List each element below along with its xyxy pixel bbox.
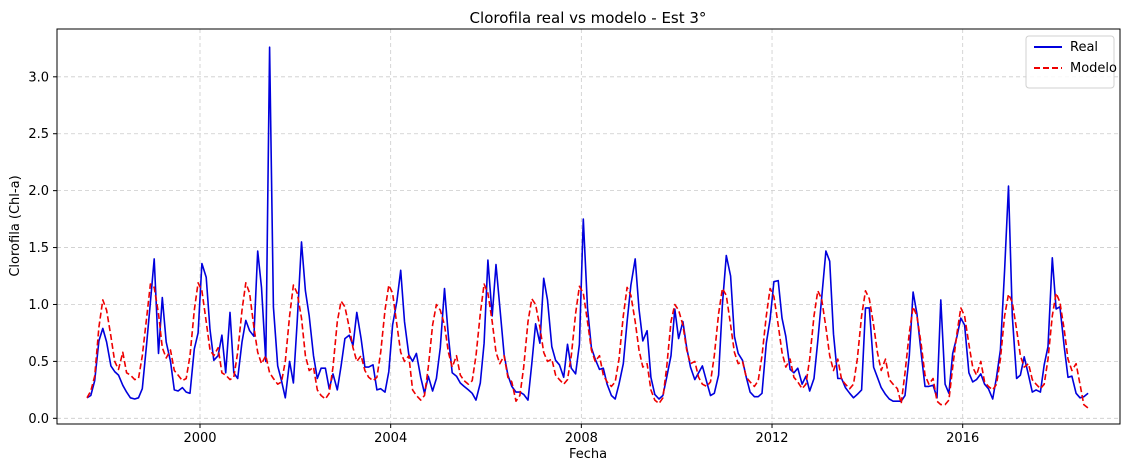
- x-tick-label: 2016: [946, 431, 979, 446]
- series-line-real: [86, 46, 1089, 402]
- legend-label-real: Real: [1070, 40, 1098, 55]
- y-axis-title: Clorofila (Chl-a): [8, 175, 23, 276]
- legend-label-modelo: Modelo: [1070, 61, 1117, 76]
- x-tick-label: 2008: [565, 431, 598, 446]
- plot-frame: [56, 28, 1121, 425]
- x-axis-title: Fecha: [569, 447, 607, 462]
- grid: [57, 29, 1120, 424]
- y-tick-label: 3.0: [28, 70, 49, 85]
- x-tick-label: 2012: [755, 431, 788, 446]
- ticks: 2000 2004 2008 2012 2016 0.0 0.5 1.0 1.5 2.0 2.5 3.…: [28, 70, 979, 446]
- y-tick-label: 0.5: [28, 355, 49, 370]
- y-tick-label: 1.0: [28, 298, 49, 313]
- y-tick-label: 1.5: [28, 241, 49, 256]
- legend: Real Modelo: [1025, 35, 1117, 89]
- chart-title: Clorofila real vs modelo - Est 3°: [470, 9, 707, 27]
- series-line-modelo: [86, 282, 1089, 409]
- x-tick-label: 2000: [183, 431, 216, 446]
- legend-box: [1025, 35, 1115, 89]
- series-group: [86, 46, 1089, 409]
- y-tick-label: 2.0: [28, 184, 49, 199]
- x-tick-label: 2004: [374, 431, 407, 446]
- y-tick-label: 0.0: [28, 412, 49, 427]
- y-tick-label: 2.5: [28, 127, 49, 142]
